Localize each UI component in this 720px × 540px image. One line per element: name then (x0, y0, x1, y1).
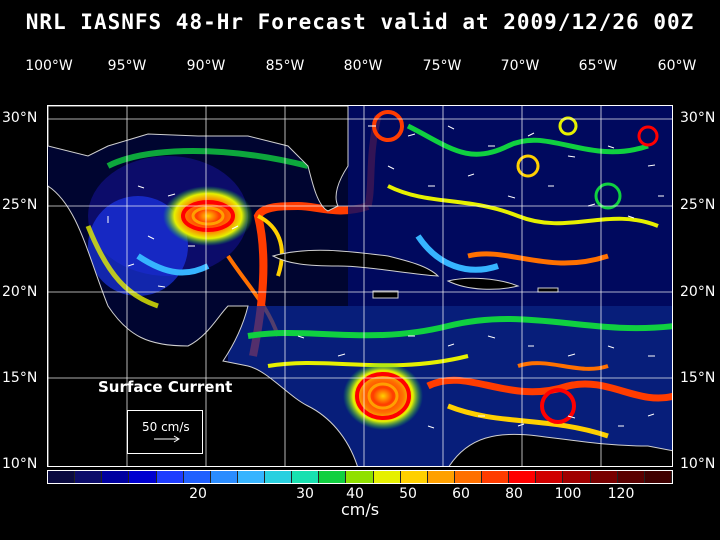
map-canvas (48, 106, 672, 466)
colorbar (47, 470, 673, 484)
colorbar-swatch (373, 471, 401, 483)
lon-label: 85°W (265, 58, 305, 74)
lat-label-left: 20°N (2, 284, 38, 300)
colorbar-swatch (156, 471, 184, 483)
colorbar-swatch (292, 471, 320, 483)
colorbar-swatch (644, 471, 672, 483)
lat-label-right: 10°N (680, 456, 716, 472)
colorbar-swatch (617, 471, 645, 483)
reference-vector-box: 50 cm/s (127, 410, 203, 454)
colorbar-swatch (427, 471, 455, 483)
colorbar-swatch (102, 471, 130, 483)
lat-label-right: 30°N (680, 110, 716, 126)
lon-label: 60°W (657, 58, 697, 74)
graticule (48, 106, 672, 466)
colorbar-swatch (237, 471, 265, 483)
lat-label-right: 20°N (680, 284, 716, 300)
current-vectors (107, 125, 664, 429)
lon-label: 100°W (25, 58, 73, 74)
lon-label: 90°W (186, 58, 226, 74)
lon-label: 70°W (500, 58, 540, 74)
colorbar-tick-label: 80 (505, 486, 523, 502)
lon-label: 65°W (578, 58, 618, 74)
colorbar-tick-label: 100 (554, 486, 582, 502)
reference-arrow-icon (154, 435, 180, 443)
lat-label-left: 15°N (2, 370, 38, 386)
colorbar-swatch (183, 471, 211, 483)
colorbar-swatch (75, 471, 103, 483)
colorbar-swatch (590, 471, 618, 483)
colorbar-swatch (509, 471, 537, 483)
colorbar-tick-label: 20 (189, 486, 207, 502)
lat-label-right: 15°N (680, 370, 716, 386)
colorbar-tick-label: 40 (346, 486, 364, 502)
lat-label-left: 30°N (2, 110, 38, 126)
colorbar-tick-label: 30 (296, 486, 314, 502)
colorbar-swatch (319, 471, 347, 483)
colorbar-tick-label: 60 (452, 486, 470, 502)
colorbar-swatch (536, 471, 564, 483)
lon-label: 75°W (422, 58, 462, 74)
map-title: NRL IASNFS 48-Hr Forecast valid at 2009/… (25, 10, 695, 34)
colorbar-tick-label: 120 (607, 486, 635, 502)
colorbar-swatch (210, 471, 238, 483)
colorbar-swatch (48, 471, 76, 483)
colorbar-swatch (129, 471, 157, 483)
lat-label-left: 25°N (2, 197, 38, 213)
land (48, 106, 672, 466)
longitude-axis: 100°W 95°W 90°W 85°W 80°W 75°W 70°W 65°W… (0, 58, 720, 78)
colorbar-swatch (563, 471, 591, 483)
colorbar-swatch (265, 471, 293, 483)
colorbar-unit: cm/s (340, 500, 380, 519)
colorbar-swatch (482, 471, 510, 483)
gulf-current-field (85, 148, 309, 337)
lat-label-right: 25°N (680, 197, 716, 213)
colorbar-swatch (454, 471, 482, 483)
colorbar-tick-label: 50 (399, 486, 417, 502)
lon-label: 80°W (343, 58, 383, 74)
reference-vector-label: 50 cm/s (142, 420, 190, 434)
colorbar-swatch (346, 471, 374, 483)
lat-label-left: 10°N (2, 456, 38, 472)
current-speed-map (47, 105, 673, 467)
colorbar-swatch (400, 471, 428, 483)
overlay-label: Surface Current (98, 378, 233, 396)
lon-label: 95°W (107, 58, 147, 74)
